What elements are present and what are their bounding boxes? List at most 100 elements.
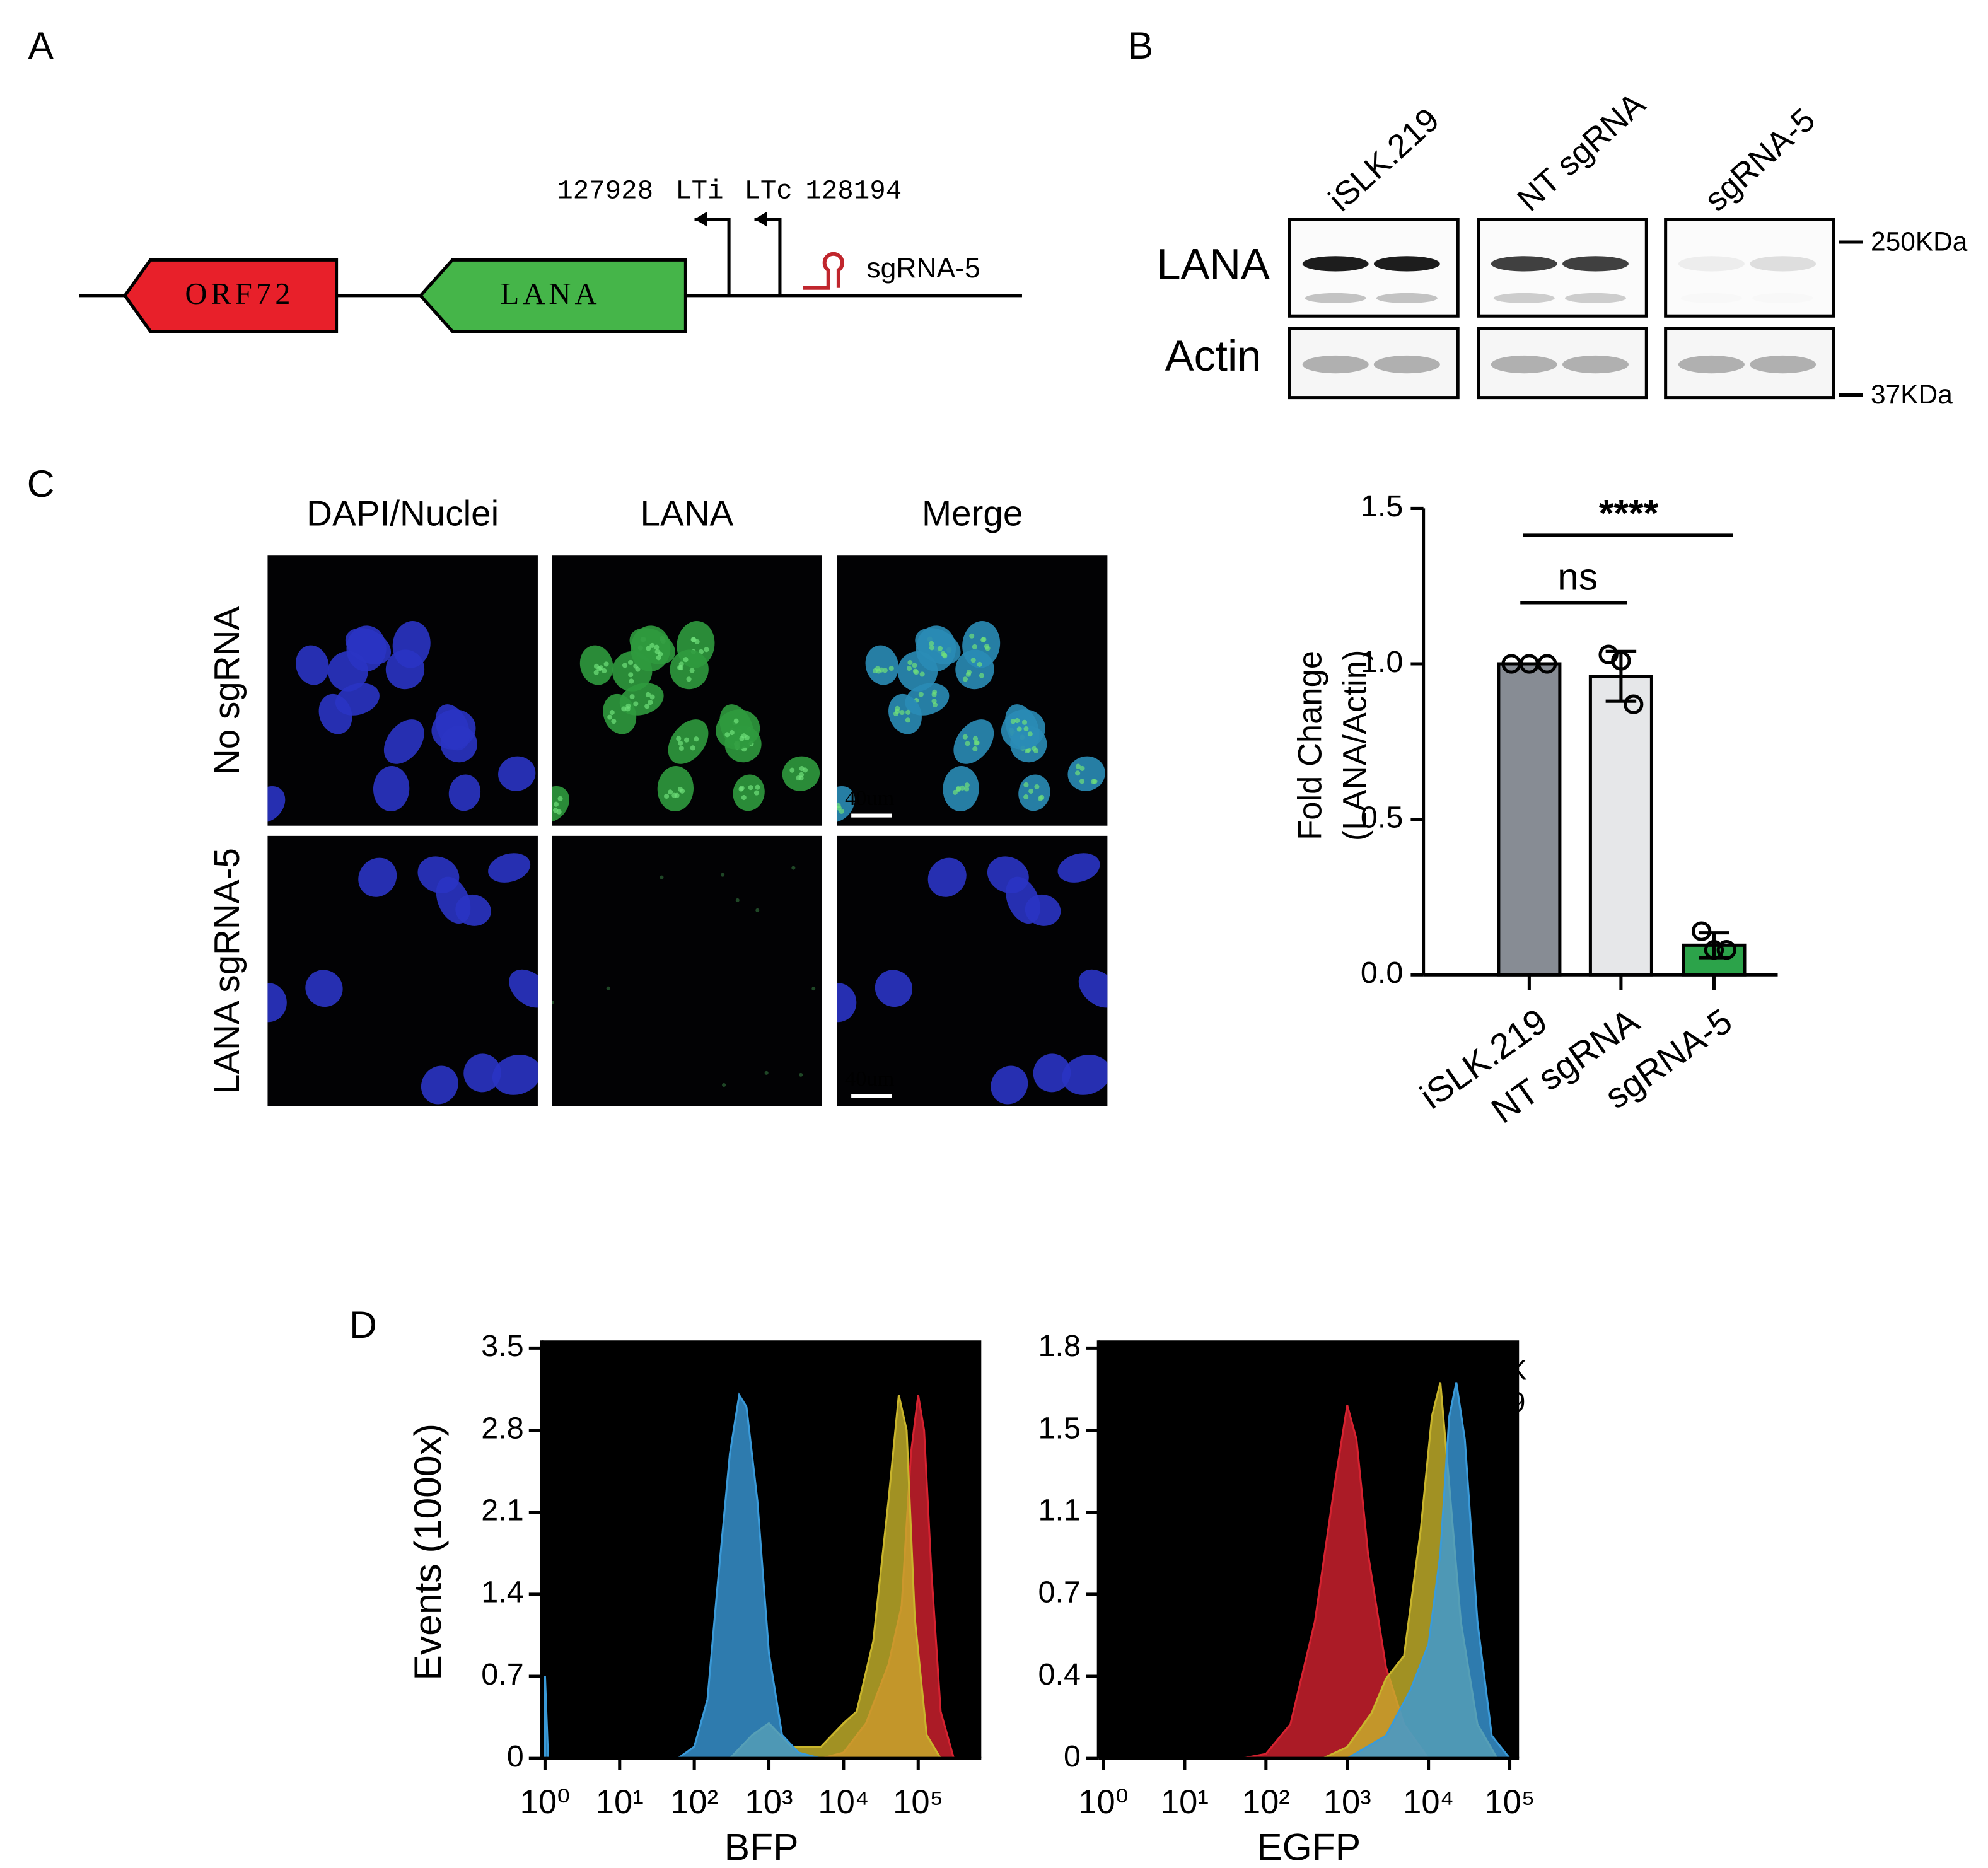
y-axis-label: (LANA/Actin) xyxy=(1336,650,1373,842)
speckle xyxy=(977,661,982,667)
speckle xyxy=(635,666,641,672)
speckle xyxy=(656,655,661,661)
marker-label: 37KDa xyxy=(1871,380,1953,409)
speckle xyxy=(837,803,841,808)
speckle xyxy=(694,639,700,644)
speckle xyxy=(940,651,946,656)
nucleus xyxy=(837,983,857,1023)
nucleus xyxy=(383,719,424,764)
speckle xyxy=(606,986,610,990)
speckle xyxy=(633,701,639,707)
speckle xyxy=(722,1082,726,1088)
speckle xyxy=(690,745,695,751)
speckle xyxy=(704,647,709,653)
nucleus xyxy=(267,983,287,1023)
speckle xyxy=(972,736,979,741)
blot-band xyxy=(1373,256,1440,272)
blot-band xyxy=(1302,256,1369,272)
speckle xyxy=(970,658,976,663)
x-axis-label: EGFP xyxy=(1257,1826,1361,1868)
speckle xyxy=(964,786,970,792)
blot-band xyxy=(1750,256,1817,272)
speckle xyxy=(789,767,795,773)
column-header: Merge xyxy=(922,494,1023,533)
speckle xyxy=(694,736,699,742)
speckle xyxy=(965,741,970,746)
blot-band xyxy=(1750,355,1817,374)
series-label: iSLK xyxy=(1468,1355,1527,1386)
nucleus xyxy=(1033,1053,1071,1093)
speckle xyxy=(827,804,832,809)
nucleus xyxy=(1057,853,1100,883)
arrow-head xyxy=(694,211,707,227)
nucleus xyxy=(296,645,329,685)
speckle xyxy=(664,793,670,799)
speckle xyxy=(1034,784,1040,790)
speckle xyxy=(1079,765,1085,771)
speckle xyxy=(919,671,925,677)
blot-band xyxy=(1681,293,1742,303)
data-point xyxy=(1624,694,1644,714)
panel-label: A xyxy=(28,24,54,67)
x-tick-label: 10² xyxy=(1242,1784,1290,1821)
speckle xyxy=(676,736,682,741)
nucleus xyxy=(670,649,709,690)
speckle xyxy=(912,668,918,674)
blot-band xyxy=(1305,293,1366,304)
blot-band xyxy=(1373,355,1440,374)
bar xyxy=(1497,662,1562,977)
row-label: LANA xyxy=(1156,240,1270,289)
cells xyxy=(552,866,816,1088)
marker-label: 250KDa xyxy=(1871,226,1968,256)
speckle xyxy=(621,706,627,712)
y-tick-label: 0.5 xyxy=(1361,800,1403,834)
speckle xyxy=(668,789,673,795)
speckle xyxy=(918,692,924,697)
nucleus xyxy=(431,709,476,750)
promoter-arrow xyxy=(754,218,782,296)
nucleus xyxy=(509,969,538,1008)
nucleus xyxy=(346,625,387,672)
speckle xyxy=(744,734,750,740)
y-tick-label: 1.5 xyxy=(1361,489,1403,523)
speckle xyxy=(683,657,689,663)
speckle xyxy=(827,799,832,804)
speckle xyxy=(596,666,602,671)
nucleus xyxy=(448,774,481,811)
promoter-arrow xyxy=(694,218,731,296)
speckle xyxy=(609,710,615,716)
y-axis-label: Events (1000x) xyxy=(406,1424,449,1681)
speckle xyxy=(899,710,905,716)
speckle xyxy=(739,736,745,741)
speckle xyxy=(1033,748,1039,753)
speckle xyxy=(980,637,986,642)
row-label: LANA sgRNA-5 xyxy=(207,848,247,1094)
series-label: -219 xyxy=(1469,1387,1525,1418)
speckle xyxy=(741,795,747,801)
speckle xyxy=(654,644,660,650)
speckle xyxy=(1027,731,1033,737)
blot-band xyxy=(1493,293,1555,304)
speckle xyxy=(796,775,801,781)
speckle xyxy=(873,668,878,674)
speckle xyxy=(629,694,635,700)
speckle xyxy=(882,668,888,673)
y-tick-label: 1.4 xyxy=(481,1575,523,1610)
nucleus xyxy=(888,693,922,734)
speckle xyxy=(755,908,760,912)
nucleus xyxy=(267,786,286,823)
speckle xyxy=(683,737,689,743)
x-tick-label: 10⁴ xyxy=(1403,1784,1454,1821)
nucleus xyxy=(716,709,760,750)
speckle xyxy=(878,667,884,673)
data-point xyxy=(1716,940,1736,960)
blot-band xyxy=(1678,256,1745,272)
micrograph xyxy=(552,835,822,1106)
speckle xyxy=(735,898,740,902)
nucleus xyxy=(865,645,899,685)
speckle xyxy=(937,646,943,651)
column-header: DAPI/Nuclei xyxy=(306,494,499,533)
blot-band xyxy=(1562,256,1629,272)
